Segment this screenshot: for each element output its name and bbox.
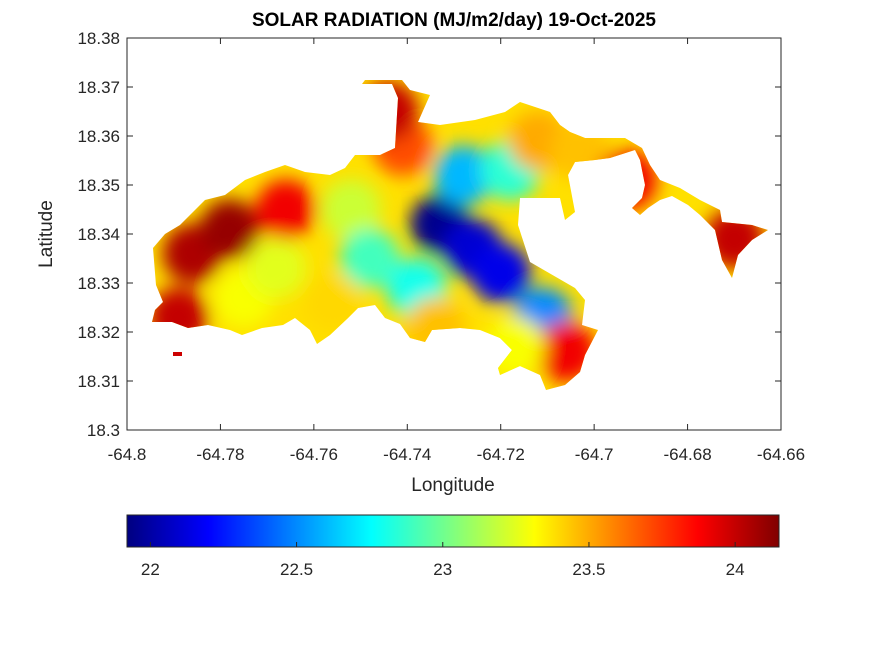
y-tick-label: 18.35 xyxy=(77,176,120,195)
heatmap-point-1 xyxy=(199,199,260,260)
y-axis-label: Latitude xyxy=(36,200,57,268)
colorbar-tick-label: 24 xyxy=(726,560,745,579)
x-tick-label: -64.78 xyxy=(196,445,244,464)
y-tick-label: 18.37 xyxy=(77,78,120,97)
x-tick-label: -64.72 xyxy=(477,445,525,464)
colorbar-tick-label: 23.5 xyxy=(572,560,605,579)
colorbar xyxy=(126,514,780,548)
y-tick-label: 18.36 xyxy=(77,127,120,146)
y-tick-label: 18.34 xyxy=(77,225,120,244)
x-tick-label: -64.66 xyxy=(757,445,805,464)
y-axis-ticks: 18.3 18.31 18.32 18.33 18.34 18.35 18.36 18.37 1… xyxy=(77,29,781,440)
chart-title: SOLAR RADIATION (MJ/m2/day) 19-Oct-2025 xyxy=(252,10,656,31)
y-tick-label: 18.3 xyxy=(87,421,120,440)
heatmap-point-20 xyxy=(536,321,597,382)
y-tick-label: 18.38 xyxy=(77,29,120,48)
islet-patch xyxy=(173,352,182,356)
x-axis-ticks: -64.8 -64.78 -64.76 -64.74 -64.72 -64.7 -64.68… xyxy=(108,38,805,464)
x-axis-label: Longitude xyxy=(411,475,494,496)
y-tick-label: 18.31 xyxy=(77,372,120,391)
colorbar-tick-label: 23 xyxy=(433,560,452,579)
heatmap-point-11 xyxy=(470,243,531,304)
y-tick-label: 18.32 xyxy=(77,323,120,342)
x-tick-label: -64.68 xyxy=(663,445,711,464)
x-tick-label: -64.7 xyxy=(575,445,614,464)
heatmap-point-7 xyxy=(339,228,400,289)
heatmap-point-4 xyxy=(246,238,307,299)
x-tick-label: -64.8 xyxy=(108,445,147,464)
heatmap-point-13 xyxy=(433,145,494,206)
heatmap-point-8 xyxy=(302,272,363,333)
colorbar-tick-label: 22.5 xyxy=(280,560,313,579)
heatmap-point-2 xyxy=(255,179,316,240)
colorbar-tick-label: 22 xyxy=(141,560,160,579)
x-tick-label: -64.76 xyxy=(290,445,338,464)
colorbar-ticks: 22 22.5 23 23.5 24 xyxy=(141,542,745,579)
x-tick-label: -64.74 xyxy=(383,445,431,464)
y-tick-label: 18.33 xyxy=(77,274,120,293)
heatmap-point-6 xyxy=(321,179,382,240)
